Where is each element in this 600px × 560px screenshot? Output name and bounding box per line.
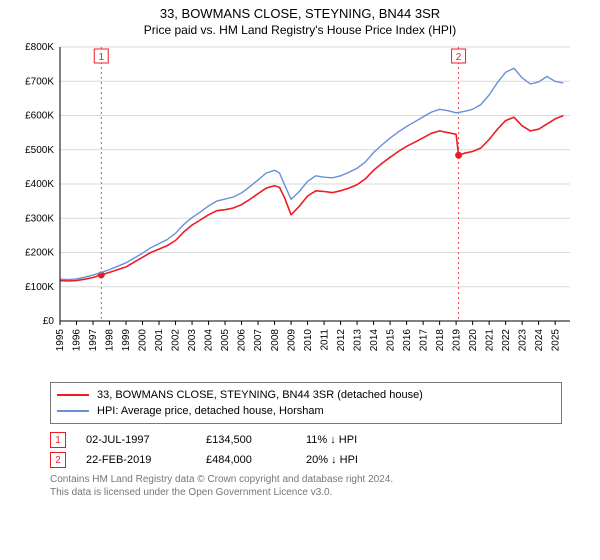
svg-text:1: 1 xyxy=(98,52,104,63)
legend: 33, BOWMANS CLOSE, STEYNING, BN44 3SR (d… xyxy=(50,382,562,424)
svg-text:£300K: £300K xyxy=(25,213,54,224)
svg-text:1995: 1995 xyxy=(55,329,66,352)
chart-container: 33, BOWMANS CLOSE, STEYNING, BN44 3SR Pr… xyxy=(0,0,600,560)
svg-text:2017: 2017 xyxy=(418,329,429,352)
footer-line: Contains HM Land Registry data © Crown c… xyxy=(50,474,562,487)
svg-text:1999: 1999 xyxy=(121,329,132,352)
legend-label: 33, BOWMANS CLOSE, STEYNING, BN44 3SR (d… xyxy=(97,389,423,401)
svg-text:2010: 2010 xyxy=(303,329,314,352)
legend-label: HPI: Average price, detached house, Hors… xyxy=(97,405,324,417)
svg-text:£0: £0 xyxy=(43,316,55,327)
txn-badge: 1 xyxy=(50,432,66,448)
svg-text:2014: 2014 xyxy=(369,329,380,352)
svg-text:2023: 2023 xyxy=(517,329,528,352)
txn-delta: 11% ↓ HPI xyxy=(306,434,416,446)
svg-text:£200K: £200K xyxy=(25,248,54,259)
svg-text:1997: 1997 xyxy=(88,329,99,352)
svg-text:£500K: £500K xyxy=(25,145,54,156)
svg-text:£800K: £800K xyxy=(25,42,54,53)
svg-text:2001: 2001 xyxy=(154,329,165,352)
svg-text:2015: 2015 xyxy=(385,329,396,352)
title-address: 33, BOWMANS CLOSE, STEYNING, BN44 3SR xyxy=(10,6,590,21)
svg-text:£600K: £600K xyxy=(25,111,54,122)
chart-area: £0 £100K £200K £300K £400K £500K £600K £700K £80… xyxy=(10,41,590,376)
legend-item: HPI: Average price, detached house, Hors… xyxy=(57,403,555,419)
svg-text:2000: 2000 xyxy=(138,329,149,352)
svg-text:1998: 1998 xyxy=(105,329,116,352)
svg-text:2005: 2005 xyxy=(220,329,231,352)
svg-text:2012: 2012 xyxy=(336,329,347,352)
footer: Contains HM Land Registry data © Crown c… xyxy=(50,474,562,499)
svg-text:2021: 2021 xyxy=(484,329,495,352)
svg-text:1996: 1996 xyxy=(72,329,83,352)
title-subtitle: Price paid vs. HM Land Registry's House … xyxy=(10,23,590,37)
line-chart: £0 £100K £200K £300K £400K £500K £600K £700K £80… xyxy=(10,41,590,371)
svg-text:2024: 2024 xyxy=(534,329,545,352)
svg-text:2018: 2018 xyxy=(435,329,446,352)
legend-swatch xyxy=(57,394,89,396)
svg-text:£100K: £100K xyxy=(25,282,54,293)
svg-text:2003: 2003 xyxy=(187,329,198,352)
svg-text:2009: 2009 xyxy=(286,329,297,352)
svg-text:2006: 2006 xyxy=(237,329,248,352)
svg-text:£700K: £700K xyxy=(25,76,54,87)
svg-text:2004: 2004 xyxy=(204,329,215,352)
legend-swatch xyxy=(57,410,89,412)
svg-text:2019: 2019 xyxy=(451,329,462,352)
transactions-table: 1 02-JUL-1997 £134,500 11% ↓ HPI 2 22-FE… xyxy=(50,430,562,470)
legend-item: 33, BOWMANS CLOSE, STEYNING, BN44 3SR (d… xyxy=(57,387,555,403)
svg-text:2007: 2007 xyxy=(253,329,264,352)
txn-price: £134,500 xyxy=(206,434,306,446)
titles: 33, BOWMANS CLOSE, STEYNING, BN44 3SR Pr… xyxy=(10,6,590,41)
svg-text:2016: 2016 xyxy=(402,329,413,352)
svg-text:£400K: £400K xyxy=(25,179,54,190)
svg-text:2002: 2002 xyxy=(171,329,182,352)
footer-line: This data is licensed under the Open Gov… xyxy=(50,487,562,500)
txn-date: 02-JUL-1997 xyxy=(86,434,206,446)
svg-text:2: 2 xyxy=(456,52,462,63)
svg-text:2013: 2013 xyxy=(352,329,363,352)
txn-badge: 2 xyxy=(50,452,66,468)
txn-delta: 20% ↓ HPI xyxy=(306,454,416,466)
svg-text:2020: 2020 xyxy=(468,329,479,352)
table-row: 2 22-FEB-2019 £484,000 20% ↓ HPI xyxy=(50,450,562,470)
table-row: 1 02-JUL-1997 £134,500 11% ↓ HPI xyxy=(50,430,562,450)
svg-text:2011: 2011 xyxy=(319,329,330,351)
svg-text:2025: 2025 xyxy=(550,329,561,352)
svg-text:2022: 2022 xyxy=(501,329,512,352)
svg-text:2008: 2008 xyxy=(270,329,281,352)
txn-date: 22-FEB-2019 xyxy=(86,454,206,466)
txn-price: £484,000 xyxy=(206,454,306,466)
